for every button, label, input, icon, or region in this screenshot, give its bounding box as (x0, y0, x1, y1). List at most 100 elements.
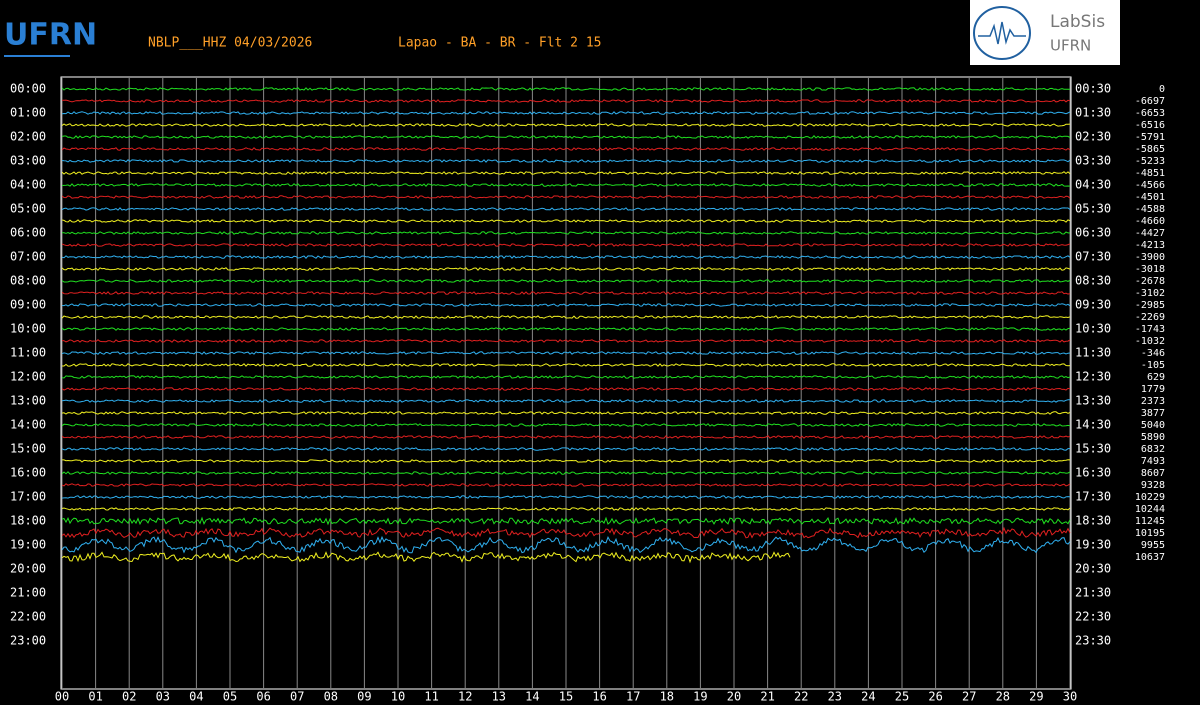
left-time: 01:00 (10, 106, 46, 120)
trace (61, 303, 1071, 307)
plot-frame (60, 76, 1072, 690)
trace (61, 219, 1071, 223)
left-time: 07:00 (10, 250, 46, 264)
offset-label: -2678 (1135, 276, 1165, 287)
offset-label: -1743 (1135, 324, 1165, 335)
right-time: 16:30 (1075, 466, 1111, 480)
trace (61, 423, 1071, 427)
offset-label: 10244 (1135, 504, 1165, 515)
trace (61, 243, 1071, 247)
left-time: 13:00 (10, 394, 46, 408)
offset-label: -5791 (1135, 132, 1165, 143)
trace (62, 231, 1071, 235)
left-time: 06:00 (10, 226, 46, 240)
left-time: 10:00 (10, 322, 46, 336)
trace (61, 483, 1071, 487)
x-tick-label: 09 (357, 690, 371, 704)
trace (61, 267, 1071, 271)
x-tick-label: 01 (88, 690, 102, 704)
x-tick-label: 05 (223, 690, 237, 704)
left-time: 23:00 (10, 634, 46, 648)
x-tick-label: 14 (525, 690, 539, 704)
x-tick-label: 30 (1063, 690, 1077, 704)
trace (61, 315, 1071, 319)
offset-label: 9955 (1141, 540, 1165, 551)
logo-ring (973, 6, 1031, 60)
x-tick-label: 03 (156, 690, 170, 704)
x-tick-label: 22 (794, 690, 808, 704)
trace (61, 399, 1070, 403)
trace (61, 516, 1071, 526)
x-tick-label: 16 (592, 690, 606, 704)
right-time: 18:30 (1075, 514, 1111, 528)
left-time: 05:00 (10, 202, 46, 216)
offset-label: -4851 (1135, 168, 1165, 179)
trace (61, 327, 1071, 331)
x-tick-label: 07 (290, 690, 304, 704)
offset-label: -4660 (1135, 216, 1165, 227)
left-time: 08:00 (10, 274, 46, 288)
offset-label: -105 (1141, 360, 1165, 371)
x-tick-label: 00 (55, 690, 69, 704)
offset-label: -2985 (1135, 300, 1165, 311)
logo-wave (978, 21, 1026, 45)
x-tick-label: 20 (727, 690, 741, 704)
offset-label: 10637 (1135, 552, 1165, 563)
trace (61, 195, 1071, 199)
offset-label: 10195 (1135, 528, 1165, 539)
trace (61, 411, 1071, 415)
right-time: 01:30 (1075, 106, 1111, 120)
trace (61, 279, 1071, 283)
offset-label: -4501 (1135, 192, 1165, 203)
right-time: 12:30 (1075, 370, 1111, 384)
trace (61, 99, 1071, 103)
left-time: 03:00 (10, 154, 46, 168)
right-time: 20:30 (1075, 562, 1111, 576)
offset-label: 7493 (1141, 456, 1165, 467)
left-time: 04:00 (10, 178, 46, 192)
location-title: Lapao - BA - BR - Flt 2 15 (398, 36, 602, 51)
right-time: 15:30 (1075, 442, 1111, 456)
x-tick-label: 29 (1029, 690, 1043, 704)
right-time: 10:30 (1075, 322, 1111, 336)
left-time: 15:00 (10, 442, 46, 456)
trace (62, 363, 1071, 367)
offset-label: -1032 (1135, 336, 1165, 347)
offset-label: 2373 (1141, 396, 1165, 407)
trace (61, 551, 791, 564)
trace (61, 339, 1071, 343)
trace (61, 207, 1071, 211)
x-tick-label: 26 (928, 690, 942, 704)
trace (61, 123, 1071, 127)
right-time: 00:30 (1075, 82, 1111, 96)
x-tick-label: 28 (996, 690, 1010, 704)
right-time: 07:30 (1075, 250, 1111, 264)
x-tick-label: 10 (391, 690, 405, 704)
left-time: 02:00 (10, 130, 46, 144)
trace (61, 255, 1071, 259)
offset-label: 9328 (1141, 480, 1165, 491)
x-tick-label: 12 (458, 690, 472, 704)
right-time: 19:30 (1075, 538, 1111, 552)
x-tick-label: 25 (895, 690, 909, 704)
station-title: NBLP___HHZ 04/03/2026 (148, 36, 312, 51)
offset-label: 1779 (1141, 384, 1165, 395)
trace (61, 351, 1071, 355)
offset-label: -346 (1141, 348, 1165, 359)
right-time: 05:30 (1075, 202, 1111, 216)
trace (61, 147, 1071, 151)
trace (61, 535, 1071, 554)
right-time: 11:30 (1075, 346, 1111, 360)
offset-label: -5865 (1135, 144, 1165, 155)
offset-label: -5233 (1135, 156, 1165, 167)
trace (61, 507, 1071, 511)
x-tick-label: 06 (256, 690, 270, 704)
right-time: 21:30 (1075, 586, 1111, 600)
offset-label: 0 (1159, 84, 1165, 95)
left-time: 11:00 (10, 346, 46, 360)
x-tick-label: 04 (189, 690, 203, 704)
x-tick-label: 02 (122, 690, 136, 704)
trace (61, 375, 1071, 379)
x-tick-label: 08 (324, 690, 338, 704)
